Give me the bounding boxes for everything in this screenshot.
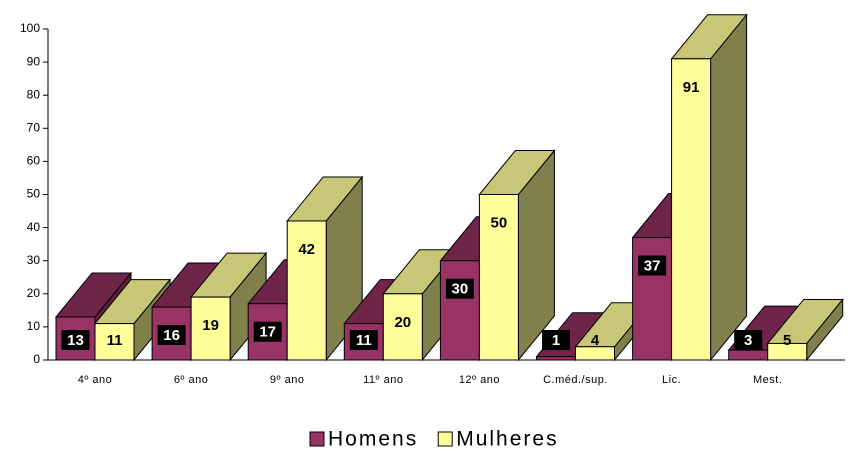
bar-front [575,346,615,361]
bar [190,251,268,362]
bar-front [439,260,480,361]
bar-front [94,323,135,361]
legend-swatch [309,431,325,447]
x-tick-label: 9º ano [270,374,305,386]
x-tick-label: Mest. [753,374,782,386]
bar-front [382,293,423,361]
value-label: 1 [552,332,560,349]
legend-label: Homens [328,428,418,451]
x-tick-label: 6º ano [174,374,209,386]
value-label: 13 [67,332,84,349]
y-tick-label: 50 [27,187,41,201]
value-label: 17 [259,324,276,341]
bar-front [286,220,327,361]
bar-front [536,356,576,361]
bar-front [478,194,519,361]
y-tick-label: 60 [27,154,41,168]
value-label: 4 [591,332,600,349]
value-label: 42 [298,241,315,258]
value-label-box [157,325,186,346]
x-tick-label: C.méd./sup. [543,374,608,386]
x-tick-label: 11º ano [363,374,403,386]
value-label-box [445,278,474,299]
y-tick-label: 90 [27,54,41,68]
value-label: 91 [683,79,700,96]
value-label-box [253,321,282,342]
y-tick-label: 40 [27,220,41,234]
y-tick-label: 10 [27,319,41,333]
value-label-box [61,330,90,350]
bar-side [710,13,748,362]
x-tick-label: 12º ano [459,374,500,386]
value-label: 19 [202,317,219,334]
value-label-box [638,255,667,276]
bar [670,13,748,362]
value-label: 16 [163,327,180,344]
bar-front [190,296,231,361]
value-label-box [734,330,763,350]
x-tick-label: 4º ano [78,374,113,386]
legend-swatch [437,431,453,447]
value-label: 37 [644,257,661,274]
y-tick-label: 0 [33,352,40,366]
value-label-box [349,330,378,350]
y-tick-label: 100 [20,21,40,35]
bar-front [767,342,808,361]
value-label: 11 [107,332,123,349]
value-label: 3 [744,332,752,349]
y-tick-label: 70 [27,120,41,134]
value-label: 5 [783,332,791,349]
y-tick-label: 20 [27,286,41,300]
bar-front [728,349,769,361]
y-tick-label: 30 [27,253,41,267]
bar [766,298,844,362]
bar-front [671,58,712,361]
value-label: 50 [491,214,508,231]
value-label-box [542,330,570,350]
bar [478,149,556,362]
legend-label: Mulheres [456,428,558,451]
value-label: 20 [394,314,411,331]
x-tick-label: Lic. [662,374,681,386]
value-label: 11 [356,332,372,349]
value-label: 30 [452,281,469,298]
y-tick-label: 80 [27,87,41,101]
